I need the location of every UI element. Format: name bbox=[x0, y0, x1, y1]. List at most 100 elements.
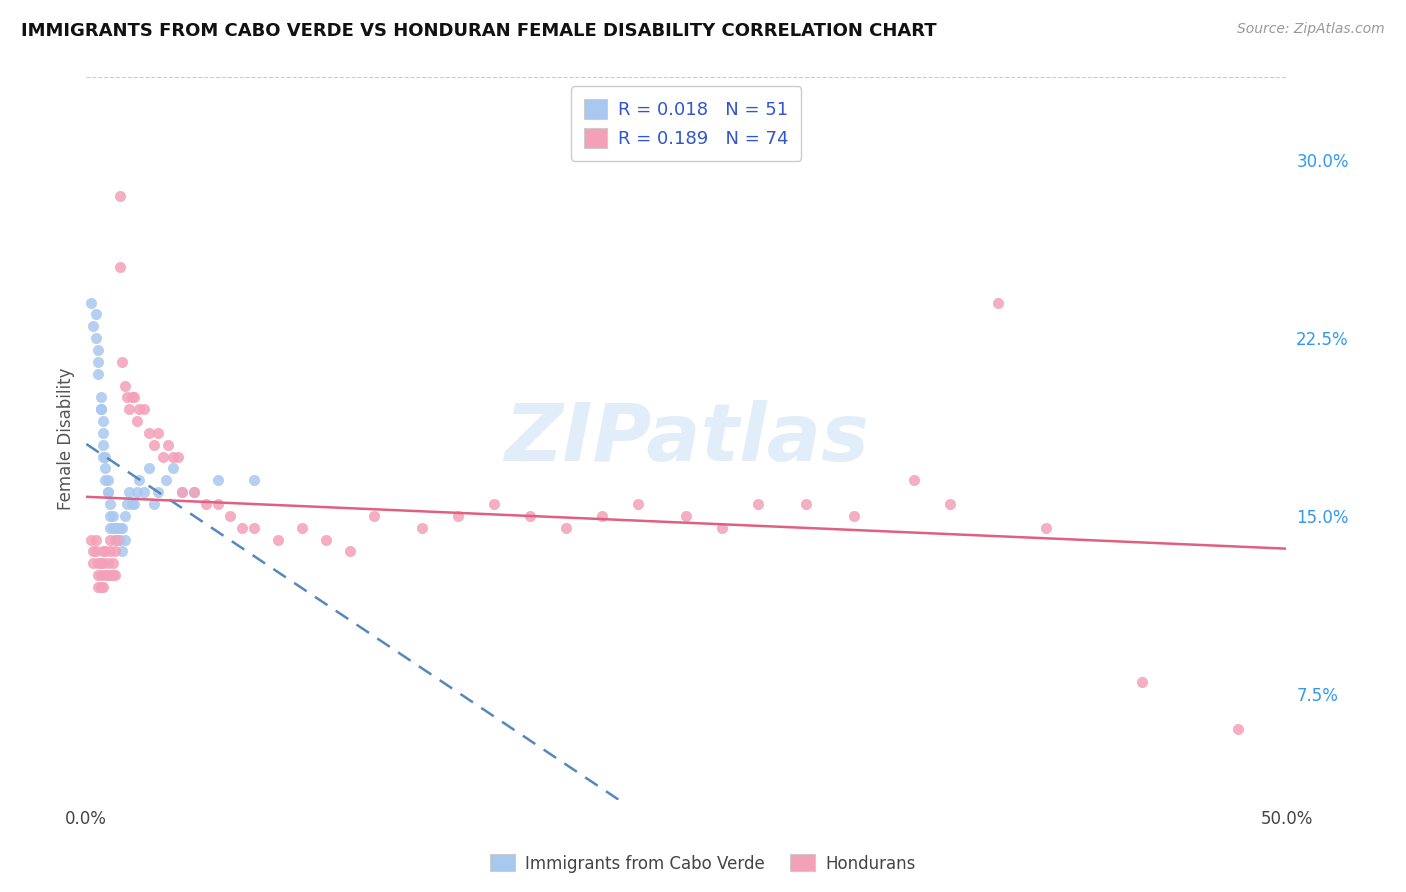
Point bbox=[115, 497, 138, 511]
Point bbox=[108, 533, 131, 547]
Point bbox=[121, 390, 143, 404]
Point bbox=[118, 485, 141, 500]
Point bbox=[87, 580, 110, 594]
Point bbox=[101, 521, 124, 535]
Point bbox=[90, 568, 112, 582]
Point bbox=[627, 497, 650, 511]
Point bbox=[98, 497, 121, 511]
Point bbox=[94, 544, 117, 558]
Point bbox=[84, 331, 107, 345]
Point bbox=[114, 378, 136, 392]
Point bbox=[987, 295, 1010, 310]
Point bbox=[114, 533, 136, 547]
Point bbox=[121, 497, 143, 511]
Point bbox=[101, 508, 124, 523]
Point bbox=[291, 521, 314, 535]
Point bbox=[84, 533, 107, 547]
Point bbox=[94, 473, 117, 487]
Point bbox=[87, 343, 110, 357]
Point bbox=[125, 414, 148, 428]
Point bbox=[97, 473, 120, 487]
Point bbox=[591, 508, 613, 523]
Point bbox=[166, 450, 188, 464]
Point bbox=[87, 556, 110, 570]
Point bbox=[162, 450, 184, 464]
Point bbox=[108, 189, 131, 203]
Point bbox=[939, 497, 962, 511]
Point bbox=[207, 497, 229, 511]
Point bbox=[90, 580, 112, 594]
Point bbox=[711, 521, 734, 535]
Point bbox=[111, 544, 134, 558]
Point bbox=[231, 521, 253, 535]
Point bbox=[87, 568, 110, 582]
Point bbox=[1132, 674, 1154, 689]
Y-axis label: Female Disability: Female Disability bbox=[58, 368, 75, 510]
Point bbox=[90, 390, 112, 404]
Point bbox=[172, 485, 194, 500]
Point bbox=[128, 473, 150, 487]
Point bbox=[142, 497, 165, 511]
Point bbox=[101, 568, 124, 582]
Point bbox=[142, 438, 165, 452]
Point bbox=[124, 390, 146, 404]
Point bbox=[91, 425, 114, 440]
Point bbox=[747, 497, 769, 511]
Point bbox=[91, 438, 114, 452]
Point bbox=[80, 533, 103, 547]
Point bbox=[162, 461, 184, 475]
Point bbox=[104, 533, 127, 547]
Point bbox=[118, 402, 141, 417]
Point bbox=[243, 473, 266, 487]
Point bbox=[339, 544, 361, 558]
Point bbox=[124, 497, 146, 511]
Point bbox=[97, 485, 120, 500]
Point bbox=[84, 544, 107, 558]
Point bbox=[183, 485, 205, 500]
Point bbox=[82, 319, 104, 334]
Point bbox=[363, 508, 385, 523]
Point bbox=[132, 402, 155, 417]
Point bbox=[111, 521, 134, 535]
Point bbox=[97, 485, 120, 500]
Point bbox=[411, 521, 433, 535]
Point bbox=[97, 568, 120, 582]
Point bbox=[115, 390, 138, 404]
Point bbox=[104, 568, 127, 582]
Point bbox=[155, 473, 177, 487]
Point bbox=[148, 425, 170, 440]
Point bbox=[94, 450, 117, 464]
Point bbox=[97, 556, 120, 570]
Point bbox=[98, 568, 121, 582]
Point bbox=[796, 497, 818, 511]
Point bbox=[98, 521, 121, 535]
Point bbox=[114, 508, 136, 523]
Point bbox=[675, 508, 697, 523]
Point bbox=[107, 521, 129, 535]
Point bbox=[195, 497, 218, 511]
Point bbox=[108, 521, 131, 535]
Point bbox=[1035, 521, 1057, 535]
Point bbox=[107, 533, 129, 547]
Point bbox=[555, 521, 578, 535]
Point bbox=[125, 485, 148, 500]
Point bbox=[91, 450, 114, 464]
Point bbox=[91, 580, 114, 594]
Point bbox=[91, 556, 114, 570]
Point bbox=[447, 508, 470, 523]
Point bbox=[94, 568, 117, 582]
Point bbox=[82, 544, 104, 558]
Point bbox=[91, 544, 114, 558]
Point bbox=[156, 438, 179, 452]
Point bbox=[132, 485, 155, 500]
Point bbox=[243, 521, 266, 535]
Point bbox=[80, 295, 103, 310]
Point bbox=[172, 485, 194, 500]
Point bbox=[207, 473, 229, 487]
Point bbox=[519, 508, 541, 523]
Point bbox=[1227, 722, 1250, 736]
Legend: R = 0.018   N = 51, R = 0.189   N = 74: R = 0.018 N = 51, R = 0.189 N = 74 bbox=[571, 87, 801, 161]
Point bbox=[152, 450, 174, 464]
Point bbox=[903, 473, 925, 487]
Point bbox=[315, 533, 337, 547]
